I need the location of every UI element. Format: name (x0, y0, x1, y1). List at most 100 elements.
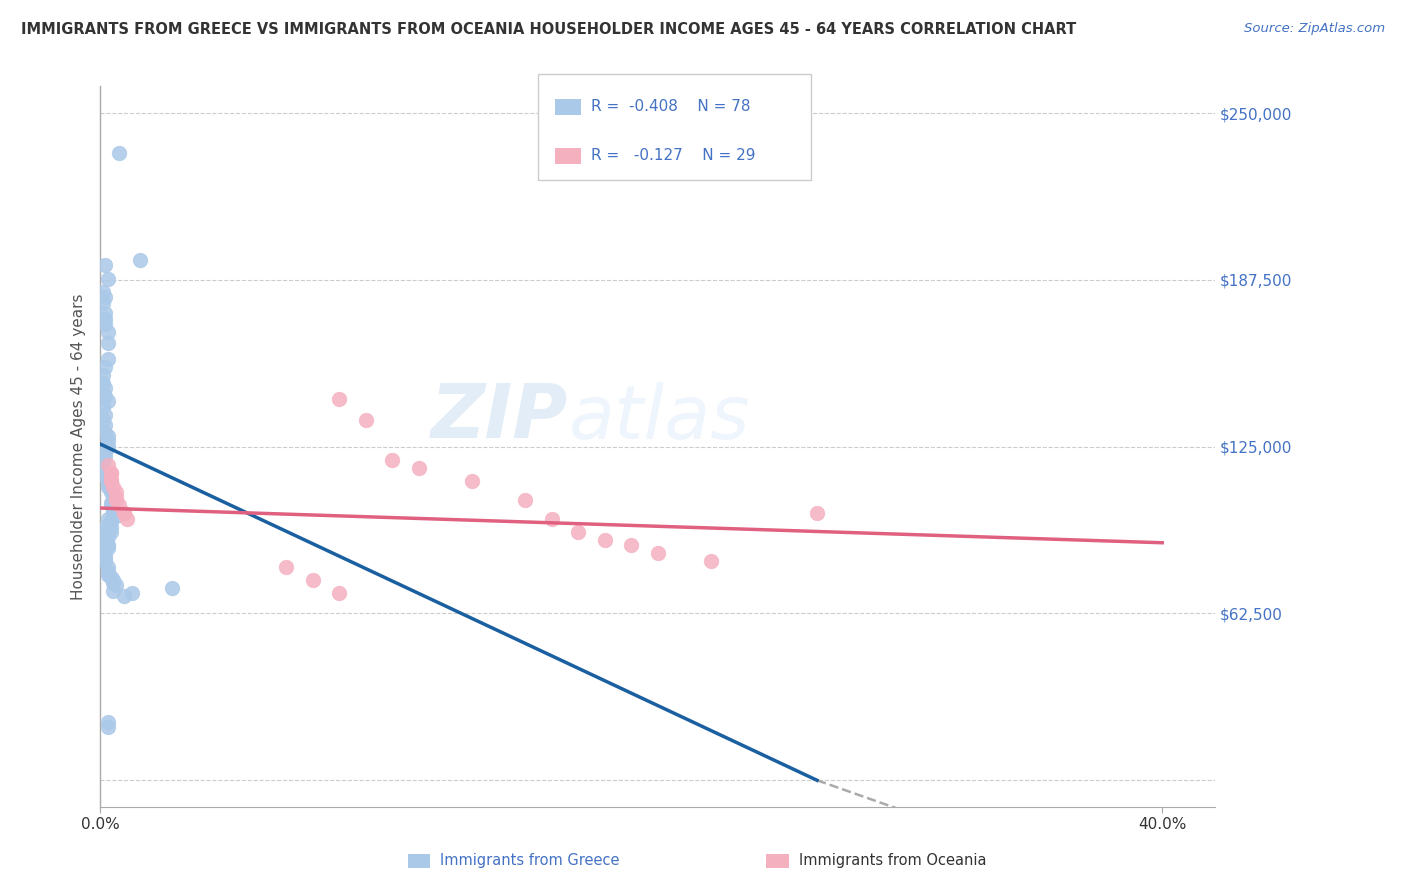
Point (97, 541, 120, 555)
Point (567, 525, 589, 540)
Point (100, 485, 122, 500)
Point (94, 359, 117, 374)
Point (94, 389, 117, 403)
Point (97, 538, 120, 552)
Point (806, 507, 828, 521)
Point (121, 586, 143, 600)
Text: R =   -0.127    N = 29: R = -0.127 N = 29 (591, 148, 755, 163)
Point (94, 258, 117, 272)
Point (103, 583, 125, 598)
Point (91, 400, 114, 414)
Point (100, 520, 122, 534)
Point (97, 335, 120, 350)
Text: Source: ZipAtlas.com: Source: ZipAtlas.com (1244, 22, 1385, 36)
Point (97, 567, 120, 582)
Point (97, 351, 120, 366)
Text: ZIP: ZIP (432, 382, 568, 454)
Point (103, 480, 125, 494)
Point (97, 429, 120, 443)
Y-axis label: Householder Income Ages 45 - 64 years: Householder Income Ages 45 - 64 years (72, 293, 86, 600)
Point (94, 535, 117, 549)
Point (354, 413, 377, 427)
Point (328, 392, 350, 406)
Point (105, 491, 128, 505)
Point (94, 306, 117, 320)
Point (94, 549, 117, 563)
Point (100, 496, 122, 510)
Text: Immigrants from Oceania: Immigrants from Oceania (799, 854, 986, 868)
Point (100, 472, 122, 486)
Point (103, 501, 125, 516)
Point (91, 546, 114, 560)
Text: R =  -0.408    N = 78: R = -0.408 N = 78 (591, 99, 749, 114)
Point (91, 376, 114, 390)
Point (160, 581, 183, 595)
Point (103, 493, 125, 508)
Point (94, 527, 117, 541)
Point (103, 507, 125, 521)
Point (94, 533, 117, 547)
Point (91, 413, 114, 427)
Text: atlas: atlas (568, 382, 749, 454)
Point (91, 368, 114, 382)
Point (94, 381, 117, 395)
Point (97, 714, 120, 729)
Point (112, 589, 135, 603)
Point (91, 456, 114, 470)
Point (97, 271, 120, 285)
Point (381, 453, 404, 467)
Point (97, 565, 120, 579)
Point (274, 559, 297, 574)
Point (94, 426, 117, 441)
Text: Immigrants from Greece: Immigrants from Greece (440, 854, 620, 868)
Point (91, 461, 114, 475)
Point (700, 554, 723, 568)
Point (105, 493, 128, 508)
Point (94, 527, 117, 541)
Point (100, 515, 122, 529)
Point (100, 467, 122, 481)
Point (94, 469, 117, 483)
Point (105, 578, 128, 592)
Point (103, 488, 125, 502)
Point (513, 493, 536, 508)
Point (103, 507, 125, 521)
Point (100, 499, 122, 513)
Point (97, 559, 120, 574)
Point (94, 450, 117, 465)
Point (94, 290, 117, 304)
Point (100, 570, 122, 584)
Point (94, 317, 117, 331)
Point (94, 418, 117, 433)
Point (97, 480, 120, 494)
Point (97, 325, 120, 339)
Point (647, 546, 669, 560)
Point (97, 394, 120, 409)
Point (100, 467, 122, 481)
Point (97, 458, 120, 473)
Point (301, 573, 323, 587)
Point (94, 311, 117, 326)
Point (94, 408, 117, 422)
Point (91, 295, 114, 310)
Point (97, 477, 120, 491)
Point (115, 512, 138, 526)
Point (97, 440, 120, 454)
Text: IMMIGRANTS FROM GREECE VS IMMIGRANTS FROM OCEANIA HOUSEHOLDER INCOME AGES 45 - 6: IMMIGRANTS FROM GREECE VS IMMIGRANTS FRO… (21, 22, 1077, 37)
Point (97, 475, 120, 489)
Point (103, 575, 125, 590)
Point (91, 543, 114, 558)
Point (107, 146, 129, 161)
Point (94, 445, 117, 459)
Point (408, 461, 430, 475)
Point (105, 485, 128, 500)
Point (94, 464, 117, 478)
Point (97, 512, 120, 526)
Point (100, 525, 122, 540)
Point (91, 285, 114, 299)
Point (593, 533, 616, 547)
Point (620, 538, 643, 552)
Point (540, 512, 562, 526)
Point (94, 520, 117, 534)
Point (129, 252, 152, 267)
